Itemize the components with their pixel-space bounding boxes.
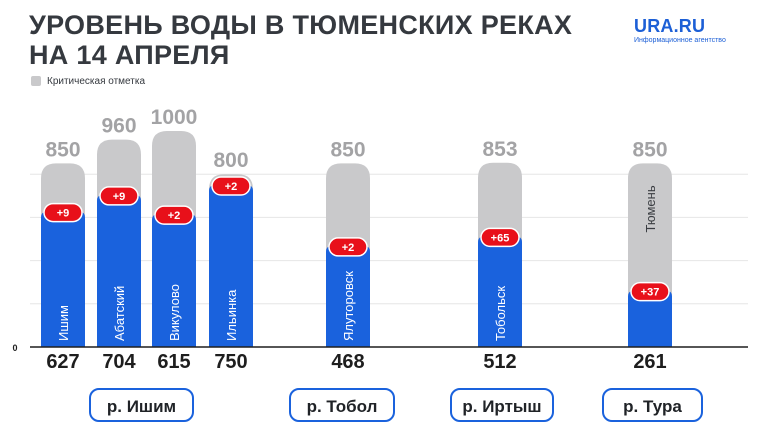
- brand-logo: URA.RU Информационное агентство: [634, 17, 744, 45]
- river-group-label: р. Тура: [602, 388, 703, 422]
- chart-title-line-1: УРОВЕНЬ ВОДЫ В ТЮМЕНСКИХ РЕКАХ: [29, 10, 573, 40]
- logo-subtitle: Информационное агентство: [634, 37, 726, 44]
- change-badge: [43, 202, 83, 223]
- river-group-label: р. Тобол: [289, 388, 395, 422]
- change-badge-label: +2: [342, 242, 355, 254]
- chart-title-line-2: НА 14 АПРЕЛЯ: [29, 40, 230, 70]
- station-label: Викулово: [167, 284, 182, 341]
- critical-value-label: 800: [213, 149, 248, 172]
- level-bar: [41, 211, 85, 347]
- level-value-label: 512: [483, 351, 516, 373]
- level-bar: [152, 214, 196, 347]
- change-badge-label: +37: [641, 287, 660, 299]
- change-badge-label: +9: [57, 208, 70, 220]
- level-bar: [478, 236, 522, 347]
- station-label: Тобольск: [493, 286, 508, 341]
- level-value-label: 704: [102, 351, 136, 373]
- y-tick-label: 0: [12, 343, 17, 353]
- level-value-label: 615: [157, 351, 190, 373]
- change-badge: [211, 176, 251, 196]
- critical-value-label: 850: [632, 138, 667, 161]
- river-group-label: р. Иртыш: [450, 388, 554, 422]
- station-label: Тюмень: [643, 185, 658, 232]
- level-value-label: 468: [331, 351, 364, 373]
- station-label: Абатский: [112, 286, 127, 341]
- change-badge-label: +2: [225, 181, 238, 193]
- level-value-label: 750: [214, 351, 247, 373]
- level-bar: [209, 185, 253, 347]
- critical-value-label: 960: [101, 115, 136, 138]
- level-value-label: 627: [46, 351, 79, 373]
- change-badge-label: +9: [113, 191, 126, 203]
- change-badge: [154, 205, 194, 225]
- chart-legend: Критическая отметка: [31, 74, 145, 88]
- change-badge: [328, 237, 368, 257]
- change-badge-label: +65: [491, 232, 510, 244]
- level-bar: [326, 245, 370, 347]
- legend-swatch: [31, 76, 41, 86]
- logo-name: URA.RU: [634, 16, 706, 36]
- station-label: Ишим: [56, 305, 71, 341]
- change-badge-label: +2: [168, 210, 181, 222]
- critical-value-label: 1000: [151, 106, 198, 129]
- legend-label: Критическая отметка: [47, 75, 146, 87]
- change-badge: [480, 227, 520, 248]
- level-bar: [628, 290, 672, 347]
- change-badge: [630, 281, 670, 302]
- level-bar: [97, 194, 141, 347]
- level-value-label: 261: [633, 351, 666, 373]
- station-label: Ильинка: [224, 289, 239, 341]
- river-group-label: р. Ишим: [89, 388, 194, 422]
- critical-value-label: 853: [482, 138, 517, 161]
- change-badge: [99, 186, 139, 206]
- critical-value-label: 850: [330, 138, 365, 161]
- station-label: Ялуторовск: [341, 271, 356, 341]
- critical-value-label: 850: [45, 138, 80, 161]
